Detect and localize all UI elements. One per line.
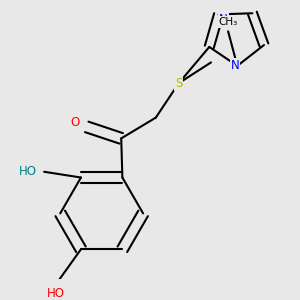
Text: HO: HO — [46, 286, 64, 299]
Text: N: N — [231, 59, 239, 72]
Text: N: N — [219, 13, 228, 26]
Text: CH₃: CH₃ — [218, 17, 238, 27]
Text: S: S — [175, 76, 182, 90]
Text: HO: HO — [19, 165, 37, 178]
Text: O: O — [70, 116, 80, 129]
